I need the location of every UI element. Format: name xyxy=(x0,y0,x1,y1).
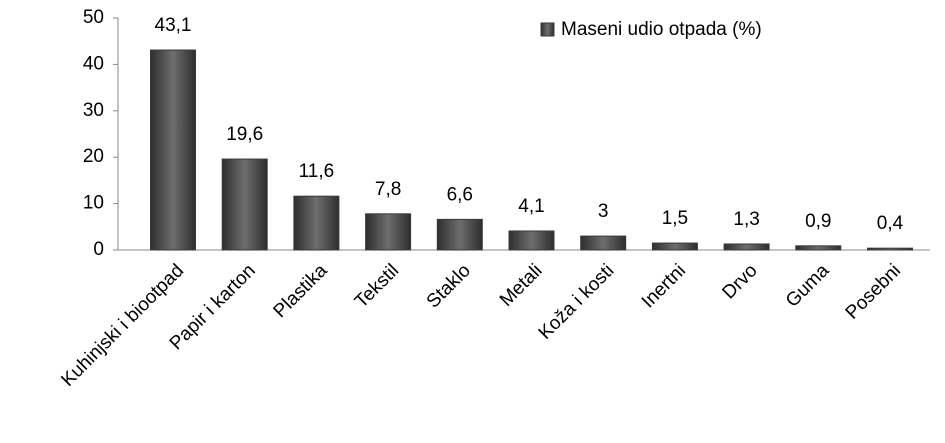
x-tick-label: Tekstil xyxy=(351,260,403,312)
x-tick-label: Inertni xyxy=(638,260,690,312)
legend-label: Maseni udio otpada (%) xyxy=(561,19,762,40)
x-tick-label: Metali xyxy=(496,260,547,311)
x-tick-label: Plastika xyxy=(270,260,332,322)
bar xyxy=(508,230,555,251)
value-label: 0,9 xyxy=(805,211,831,232)
x-tick-label: Posebni xyxy=(842,260,905,323)
x-tick-label: Drvo xyxy=(718,260,761,303)
bar xyxy=(150,49,196,251)
value-label: 11,6 xyxy=(299,161,335,182)
bar xyxy=(365,213,412,251)
value-label: 43,1 xyxy=(155,15,192,36)
x-tick-label: Kuhinjski i biootpad xyxy=(57,260,188,391)
bar xyxy=(867,247,913,251)
value-label: 3 xyxy=(598,201,609,222)
bar xyxy=(723,243,770,251)
value-label: 1,3 xyxy=(733,209,759,230)
y-tick-label: 20 xyxy=(83,146,104,167)
bar xyxy=(436,218,483,251)
bar xyxy=(580,235,627,251)
value-label: 1,5 xyxy=(662,208,688,229)
y-tick-label: 30 xyxy=(83,100,104,121)
y-tick-label: 40 xyxy=(83,53,104,74)
y-tick-label: 50 xyxy=(83,7,104,28)
value-label: 0,4 xyxy=(877,213,904,234)
value-label: 6,6 xyxy=(447,184,473,205)
bar xyxy=(221,158,268,251)
y-tick-label: 0 xyxy=(93,239,104,260)
x-tick-label: Staklo xyxy=(423,260,475,312)
bar xyxy=(651,242,698,251)
value-label: 19,6 xyxy=(226,124,263,145)
legend-swatch xyxy=(540,22,555,37)
y-tick-label: 10 xyxy=(83,193,104,214)
x-tick-label: Koža i kosti xyxy=(535,260,619,344)
value-label: 7,8 xyxy=(375,179,401,200)
x-tick-label: Guma xyxy=(782,260,834,312)
value-label: 4,1 xyxy=(518,196,544,217)
bar xyxy=(293,195,340,251)
bar xyxy=(795,245,842,251)
